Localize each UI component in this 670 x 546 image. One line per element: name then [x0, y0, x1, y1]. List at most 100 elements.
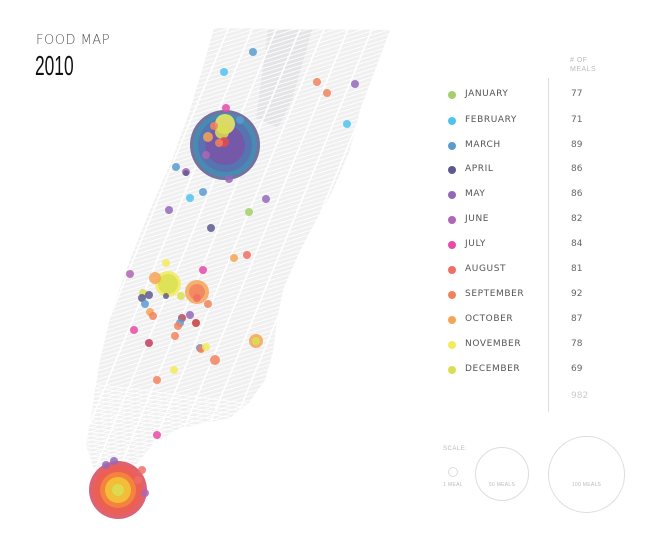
- meal-count: 86: [571, 189, 583, 199]
- scale-text-100-meals: 100 MEALS: [571, 482, 602, 488]
- meal-count: 69: [571, 364, 583, 374]
- meal-dot: [172, 163, 180, 171]
- month-label: JANUARY: [465, 89, 509, 99]
- month-label: APRIL: [465, 164, 494, 174]
- meal-dot: [145, 291, 153, 299]
- meal-count: 71: [571, 115, 583, 125]
- scale-circle-100-meals: [548, 436, 625, 513]
- legend-item-december: DECEMBER 69: [440, 363, 660, 377]
- meal-dot: [193, 294, 201, 302]
- meal-dot: [138, 466, 146, 474]
- legend-item-january: JANUARY 77: [440, 88, 660, 102]
- meal-count: 87: [571, 314, 583, 324]
- meal-dot: [177, 292, 185, 300]
- meal-dot: [145, 339, 153, 347]
- legend-item-november: NOVEMBER 78: [440, 338, 660, 352]
- legend-item-february: FEBRUARY 71: [440, 114, 660, 128]
- meal-dot: [207, 224, 215, 232]
- meal-cluster-ring: [189, 284, 205, 300]
- legend-item-june: JUNE 82: [440, 213, 660, 227]
- meal-dot: [102, 461, 110, 469]
- month-label: JUNE: [465, 214, 490, 224]
- year-label: 2010: [35, 50, 74, 81]
- meal-dot: [215, 125, 229, 139]
- month-color-dot-icon: [448, 291, 456, 299]
- meal-dot: [174, 322, 182, 330]
- meal-dot: [186, 194, 194, 202]
- meal-count: 81: [571, 264, 583, 274]
- meal-count: 84: [571, 239, 583, 249]
- meal-dot: [203, 132, 213, 142]
- meal-dot: [141, 489, 149, 497]
- month-label: AUGUST: [465, 264, 507, 274]
- island-landmass: [86, 28, 390, 470]
- total-meals: 982: [571, 391, 589, 401]
- month-color-dot-icon: [448, 191, 456, 199]
- meal-dot: [343, 120, 351, 128]
- month-label: DECEMBER: [465, 364, 521, 374]
- meal-dot: [149, 272, 161, 284]
- meals-column-header: # OF MEALS: [570, 57, 597, 73]
- month-color-dot-icon: [448, 316, 456, 324]
- month-color-dot-icon: [448, 166, 456, 174]
- meal-dot: [199, 266, 207, 274]
- meal-cluster-ring: [252, 337, 260, 345]
- meal-dot: [230, 254, 238, 262]
- meal-dot: [215, 139, 223, 147]
- meal-dot: [134, 476, 142, 484]
- month-color-dot-icon: [448, 241, 456, 249]
- month-color-dot-icon: [448, 366, 456, 374]
- meal-dot: [351, 80, 359, 88]
- meal-dot: [323, 89, 331, 97]
- legend-item-april: APRIL 86: [440, 163, 660, 177]
- scale-circle-50-meals: [475, 447, 529, 501]
- meal-dot: [165, 206, 173, 214]
- meal-dot: [110, 457, 118, 465]
- meal-dot: [220, 68, 228, 76]
- month-color-dot-icon: [448, 216, 456, 224]
- month-color-dot-icon: [448, 91, 456, 99]
- meal-dot: [186, 311, 194, 319]
- month-label: JULY: [465, 239, 486, 249]
- month-label: FEBRUARY: [465, 115, 518, 125]
- page-title: FOOD MAP: [36, 33, 111, 48]
- legend-item-july: JULY 84: [440, 238, 660, 252]
- meal-dot: [149, 312, 157, 320]
- meal-dot: [313, 78, 321, 86]
- meal-dot: [138, 294, 146, 302]
- scale-text-50-meals: 50 MEALS: [488, 482, 516, 488]
- month-label: SEPTEMBER: [465, 289, 525, 299]
- meal-dot: [163, 293, 169, 299]
- meal-dots: [102, 48, 359, 474]
- meal-dot: [245, 208, 253, 216]
- meal-cluster-ring: [158, 274, 178, 294]
- legend-divider: [548, 78, 549, 412]
- meal-dot: [243, 251, 251, 259]
- meal-dot: [126, 270, 134, 278]
- month-label: NOVEMBER: [465, 339, 522, 349]
- scale-text-1-meal: 1 MEAL: [443, 482, 463, 488]
- meal-dot: [249, 48, 257, 56]
- month-color-dot-icon: [448, 142, 456, 150]
- scale-circle-1-meal: [448, 467, 458, 477]
- meal-dot: [204, 300, 212, 308]
- meal-count: 92: [571, 289, 583, 299]
- legend-item-august: AUGUST 81: [440, 263, 660, 277]
- meal-dot: [153, 376, 161, 384]
- meal-count: 82: [571, 214, 583, 224]
- meal-dot: [210, 355, 220, 365]
- month-label: MAY: [465, 189, 486, 199]
- meal-count: 89: [571, 140, 583, 150]
- meal-dot: [222, 104, 230, 112]
- meal-dot: [183, 170, 189, 176]
- meal-clusters: [89, 110, 263, 519]
- month-label: MARCH: [465, 140, 501, 150]
- meal-dot: [130, 326, 138, 334]
- meal-dot: [202, 151, 210, 159]
- month-color-dot-icon: [448, 117, 456, 125]
- legend-item-march: MARCH 89: [440, 139, 660, 153]
- legend-panel: # OF MEALS JANUARY 77 FEBRUARY 71 MARCH 89 APR…: [440, 0, 670, 546]
- legend-item-may: MAY 86: [440, 188, 660, 202]
- month-color-dot-icon: [448, 341, 456, 349]
